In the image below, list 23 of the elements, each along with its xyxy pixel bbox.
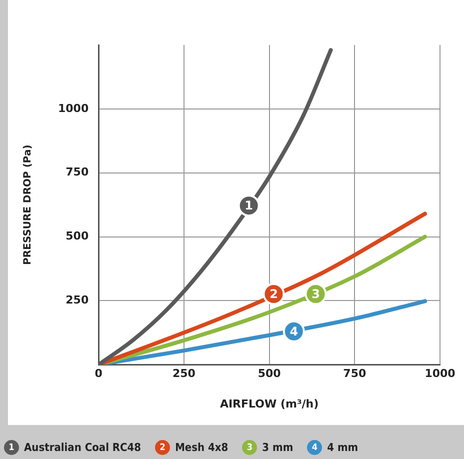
y-tick-label: 500 (66, 230, 89, 243)
x-tick-label: 1000 (424, 367, 456, 380)
annotation: 2 (270, 287, 278, 302)
y-tick-label: 750 (66, 166, 89, 179)
x-tick-label: 250 (172, 367, 196, 380)
number-badge-icon: 1 (4, 440, 19, 455)
annotation: 4 (290, 324, 298, 338)
y-tick-label: 250 (66, 294, 89, 307)
x-axis-title: AIRFLOW (m³/h) (220, 397, 319, 410)
legend-label: 3 mm (262, 441, 294, 454)
x-tick-label: 750 (343, 367, 366, 380)
number-badge-icon: 3 (242, 440, 258, 455)
number-badge-icon: 2 (155, 440, 170, 455)
y-axis-title: PRESSURE DROP (Pa) (22, 144, 34, 265)
annotation: 1 (244, 198, 254, 213)
annotation: 3 (312, 287, 320, 302)
number-badge-icon: 4 (307, 440, 322, 455)
x-tick-label: 500 (258, 367, 282, 380)
legend-label: 4 mm (327, 441, 358, 454)
y-tick-label: 1000 (58, 102, 89, 115)
legend-label: Mesh 4x8 (175, 441, 228, 454)
legend-label: Australian Coal RC48 (24, 441, 142, 454)
x-tick-label: 0 (94, 367, 103, 380)
